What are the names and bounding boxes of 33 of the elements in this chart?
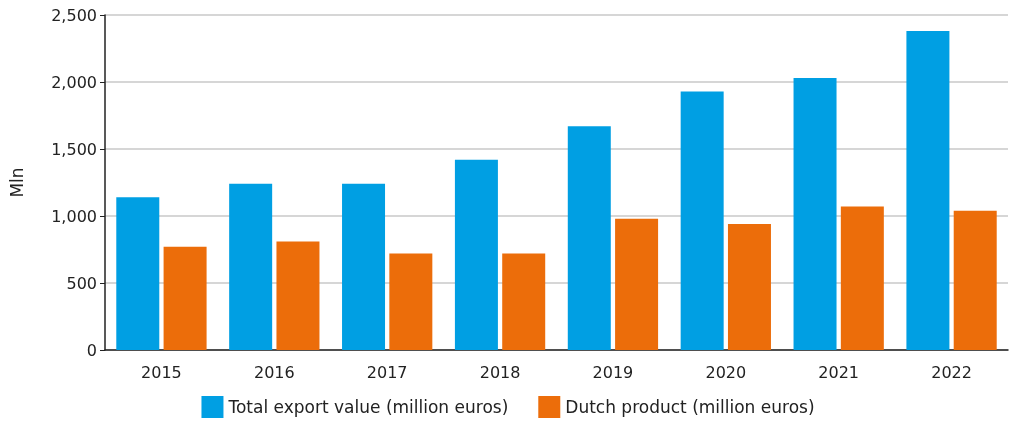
y-tick-label: 2,500 xyxy=(51,5,97,25)
x-tick-label: 2020 xyxy=(705,362,747,382)
bar xyxy=(680,91,724,350)
y-tick-label: 1,500 xyxy=(51,139,97,159)
y-tick-label: 500 xyxy=(66,273,97,293)
x-tick-label: 2022 xyxy=(931,362,972,382)
bar xyxy=(229,183,273,350)
x-tick-label: 2019 xyxy=(592,362,634,382)
y-tick-label: 1,000 xyxy=(51,206,97,226)
legend-label: Dutch product (million euros) xyxy=(565,397,815,417)
bar xyxy=(389,253,433,350)
x-tick-label: 2017 xyxy=(366,362,408,382)
bar xyxy=(793,77,837,350)
bar xyxy=(502,253,546,350)
bar xyxy=(342,183,386,350)
x-tick-label: 2018 xyxy=(479,362,521,382)
bar xyxy=(163,246,207,350)
legend-label: Total export value (million euros) xyxy=(227,397,509,417)
bar xyxy=(615,218,659,350)
y-axis-title: Mln xyxy=(6,167,27,198)
bar xyxy=(276,241,320,350)
x-tick-label: 2016 xyxy=(253,362,295,382)
y-tick-label: 2,000 xyxy=(51,72,97,92)
x-tick-label: 2021 xyxy=(818,362,860,382)
bar xyxy=(840,206,884,350)
x-tick-label: 2015 xyxy=(141,362,182,382)
bar xyxy=(454,159,498,350)
bar xyxy=(953,210,997,350)
bar xyxy=(727,224,771,350)
bar xyxy=(906,31,950,350)
bar xyxy=(567,126,611,350)
y-tick-label: 0 xyxy=(86,340,97,360)
bar xyxy=(116,197,160,350)
